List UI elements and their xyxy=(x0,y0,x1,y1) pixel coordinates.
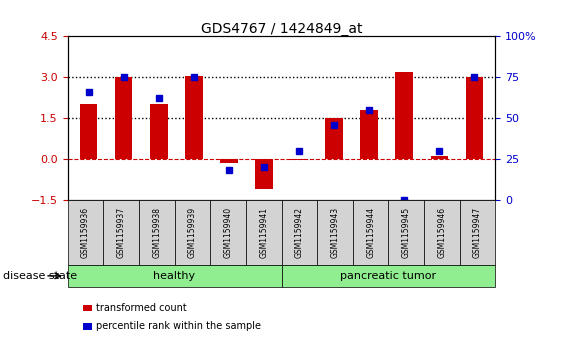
Bar xyxy=(291,159,308,160)
Text: GSM1159938: GSM1159938 xyxy=(152,207,161,258)
Bar xyxy=(220,159,238,163)
Text: GSM1159947: GSM1159947 xyxy=(473,207,482,258)
Text: GSM1159936: GSM1159936 xyxy=(81,207,90,258)
Bar xyxy=(185,76,203,159)
Text: transformed count: transformed count xyxy=(96,303,186,313)
Text: GSM1159937: GSM1159937 xyxy=(117,207,126,258)
Text: disease state: disease state xyxy=(3,271,77,281)
Bar xyxy=(115,77,132,159)
Text: healthy: healthy xyxy=(154,271,195,281)
Text: pancreatic tumor: pancreatic tumor xyxy=(341,271,436,281)
Text: GSM1159946: GSM1159946 xyxy=(437,207,446,258)
Bar xyxy=(395,72,413,159)
Bar xyxy=(255,159,272,189)
Bar xyxy=(431,156,448,159)
Text: GSM1159944: GSM1159944 xyxy=(366,207,375,258)
Bar xyxy=(360,110,378,159)
Text: GSM1159939: GSM1159939 xyxy=(188,207,197,258)
Bar xyxy=(325,118,343,159)
Text: GSM1159945: GSM1159945 xyxy=(402,207,411,258)
Bar xyxy=(466,77,483,159)
Text: GSM1159941: GSM1159941 xyxy=(259,207,268,258)
Text: percentile rank within the sample: percentile rank within the sample xyxy=(96,321,261,331)
Bar xyxy=(80,105,97,159)
Text: GSM1159943: GSM1159943 xyxy=(330,207,339,258)
Text: GDS4767 / 1424849_at: GDS4767 / 1424849_at xyxy=(201,22,362,36)
Text: GSM1159942: GSM1159942 xyxy=(295,207,304,258)
Bar xyxy=(150,105,168,159)
Text: GSM1159940: GSM1159940 xyxy=(224,207,233,258)
